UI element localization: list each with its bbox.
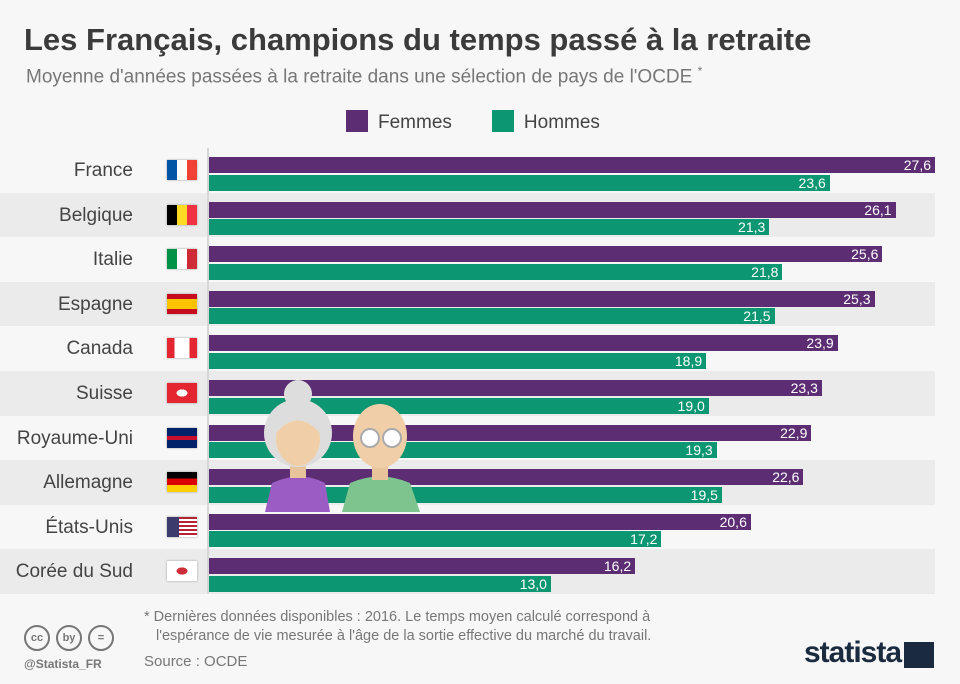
- bar-hommes: 21,5: [209, 308, 775, 325]
- legend-label: Femmes: [378, 112, 452, 133]
- chart-row: France 27,6 23,6: [0, 148, 935, 193]
- chart-row: Allemagne 22,6 19,5: [0, 460, 935, 505]
- category-label: Suisse: [75, 383, 133, 404]
- flag-icon: [167, 472, 197, 493]
- flag-icon: [167, 160, 197, 180]
- data-label: 22,9: [780, 424, 808, 441]
- bar-hommes: 19,0: [209, 397, 709, 414]
- data-label: 13,0: [519, 575, 547, 592]
- flag-icon: [167, 516, 197, 537]
- flag-icon: [167, 249, 197, 270]
- data-label: 26,1: [864, 201, 892, 218]
- data-label: 25,3: [843, 290, 871, 307]
- legend-swatch-hommes: [491, 110, 514, 132]
- data-label: 21,3: [738, 219, 766, 236]
- flag-icon: [167, 383, 197, 403]
- chart-row: Royaume-Uni 22,9 19,3: [0, 416, 935, 461]
- chart-row: Italie 25,6 21,8: [0, 237, 935, 282]
- flag-icon: [167, 293, 197, 314]
- data-label: 19,5: [690, 486, 718, 503]
- chart-row: États-Unis 20,6 17,2: [0, 505, 935, 550]
- chart-row: Corée du Sud 16,2 13,0: [0, 549, 935, 594]
- category-label: Italie: [92, 249, 133, 271]
- source: Source : OCDE: [144, 653, 248, 670]
- chart-row: Suisse 23,3 19,0: [0, 371, 935, 416]
- chart-title: Les Français, champions du temps passé à…: [24, 22, 812, 57]
- flag-icon: [167, 427, 197, 448]
- category-label: États-Unis: [45, 516, 133, 538]
- attribution-icon: by: [56, 625, 82, 651]
- category-label: Espagne: [57, 293, 133, 315]
- bar-femmes: 16,2: [209, 558, 636, 575]
- data-label: 27,6: [903, 157, 931, 173]
- flag-icon: [167, 204, 197, 225]
- category-label: Royaume-Uni: [16, 427, 133, 449]
- bar-hommes: 21,3: [209, 219, 770, 236]
- data-label: 21,8: [751, 263, 779, 280]
- twitter-handle: @Statista_FR: [24, 657, 102, 671]
- bar-femmes: 25,6: [209, 246, 883, 263]
- chart-row: Canada 23,9 18,9: [0, 326, 935, 371]
- data-label: 19,3: [685, 442, 713, 459]
- data-label: 17,2: [630, 531, 658, 548]
- category-label: Corée du Sud: [15, 561, 133, 583]
- elderly-couple-illustration: [264, 380, 420, 512]
- legend-item-femmes: Femmes: [346, 110, 452, 134]
- axis-line: [207, 148, 209, 594]
- data-label: 19,0: [677, 397, 705, 414]
- bar-hommes: 19,3: [209, 442, 717, 459]
- footnote: * Dernières données disponibles : 2016. …: [144, 608, 651, 646]
- category-label: France: [73, 160, 133, 181]
- bar-hommes: 13,0: [209, 575, 551, 592]
- bar-hommes: 23,6: [209, 174, 830, 191]
- data-label: 25,6: [851, 246, 879, 263]
- subtitle-text: Moyenne d'années passées à la retraite d…: [26, 66, 693, 88]
- footnote-mark: *: [697, 64, 703, 78]
- flag-icon: [167, 561, 197, 582]
- chart-row: Espagne 25,3 21,5: [0, 281, 935, 327]
- data-label: 16,2: [603, 558, 632, 575]
- flag-icon: [167, 338, 197, 359]
- bar-femmes: 27,6: [209, 157, 935, 173]
- data-label: 22,6: [772, 469, 800, 486]
- bar-femmes: 23,9: [209, 335, 838, 352]
- bar-femmes: 26,1: [209, 201, 896, 218]
- category-label: Canada: [66, 338, 133, 360]
- data-label: 18,9: [674, 352, 703, 369]
- no-derivatives-icon: =: [88, 625, 114, 651]
- category-label: Allemagne: [43, 472, 133, 494]
- data-label: 23,9: [806, 335, 834, 352]
- bar-hommes: 21,8: [209, 263, 783, 280]
- statista-logo: statista: [804, 636, 902, 669]
- legend-label: Hommes: [523, 112, 600, 133]
- legend-swatch-femmes: [346, 110, 368, 132]
- footnote-line: * Dernières données disponibles : 2016. …: [144, 609, 651, 625]
- bar-hommes: 17,2: [209, 531, 662, 548]
- bar-femmes: 25,3: [209, 290, 875, 307]
- bar-hommes: 19,5: [209, 486, 722, 503]
- cc-icon: cc: [24, 625, 50, 651]
- bar-hommes: 18,9: [209, 352, 707, 369]
- legend-item-hommes: Hommes: [491, 110, 600, 134]
- data-label: 21,5: [743, 308, 771, 325]
- category-label: Belgique: [59, 204, 133, 226]
- bar-femmes: 23,3: [209, 380, 822, 396]
- chart-row: Belgique 26,1 21,3: [0, 192, 935, 238]
- bar-femmes: 20,6: [209, 513, 751, 530]
- footnote-line: l'espérance de vie mesurée à l'âge de la…: [156, 628, 652, 644]
- data-label: 23,6: [798, 174, 826, 191]
- data-label: 23,3: [790, 380, 818, 396]
- statista-logo-mark: [904, 642, 934, 668]
- data-label: 20,6: [719, 513, 747, 530]
- chart-subtitle: Moyenne d'années passées à la retraite d…: [26, 64, 702, 88]
- license-icons: cc by =: [24, 625, 114, 651]
- legend: Femmes Hommes: [346, 110, 600, 134]
